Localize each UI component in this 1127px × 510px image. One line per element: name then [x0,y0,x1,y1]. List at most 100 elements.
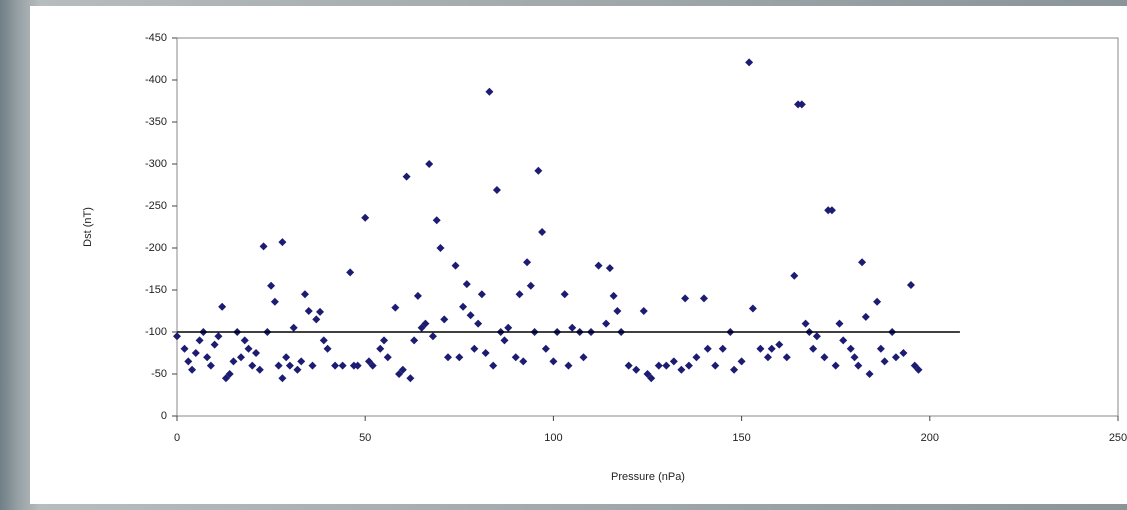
x-tick-label: 250 [1109,432,1127,444]
point [214,332,223,341]
point [748,304,757,313]
chart-panel [30,6,1127,504]
point [681,294,690,303]
plot-frame [176,37,1119,417]
y-tick-label: -100 [145,326,167,338]
point [500,336,509,345]
x-axis-label: Pressure (nPa) [611,471,685,483]
point [801,319,810,328]
point [353,361,362,370]
y-tick-label: -450 [145,32,167,44]
point [293,365,302,374]
point [323,344,332,353]
point [474,319,483,328]
point [421,319,430,328]
x-tick-label: 150 [732,432,750,444]
point [564,361,573,370]
point [839,336,848,345]
y-tick-label: -250 [145,200,167,212]
point [218,302,227,311]
point [835,319,844,328]
point [876,344,885,353]
point [541,344,550,353]
point [346,268,355,277]
point [737,357,746,366]
point [203,353,212,362]
point [278,374,287,383]
point [504,323,513,332]
point [413,291,422,300]
y-tick-label: -150 [145,284,167,296]
point [492,186,501,195]
point [523,258,532,267]
point [858,258,867,267]
point [809,344,818,353]
point [191,349,200,357]
point [846,344,855,353]
point [775,340,784,349]
point [865,370,874,378]
point [790,271,799,280]
point [568,323,577,332]
point [270,297,279,306]
point [538,228,547,237]
y-tick-label: -200 [145,242,167,254]
point [319,336,328,345]
point [560,290,569,299]
point [699,294,708,303]
point [477,290,486,299]
point [455,353,464,362]
x-tick-label: 200 [921,432,939,444]
point [282,353,291,362]
point [519,357,528,366]
point [331,361,340,370]
point [763,353,772,362]
x-tick-label: 0 [174,432,180,444]
point [398,365,407,374]
point [444,353,453,362]
point [654,361,663,370]
point [206,361,215,370]
point [718,344,727,353]
point [534,166,543,175]
point [368,361,377,370]
y-tick-label: -350 [145,116,167,128]
point [459,302,468,311]
point [914,365,923,374]
point [440,315,449,324]
point [338,361,347,370]
point [899,349,908,357]
point [692,353,701,362]
point [812,332,821,341]
point [259,242,268,251]
point [180,344,189,353]
point [647,374,656,383]
point [624,361,633,370]
point [526,281,535,290]
point [891,353,900,362]
point [861,312,870,321]
point [820,353,829,362]
point [410,336,419,345]
point [579,353,588,362]
point [184,357,193,366]
point [745,58,754,67]
point [285,361,294,370]
point [827,206,836,215]
point [402,172,411,181]
point [730,365,739,374]
point [188,365,197,374]
point [308,361,317,370]
point [782,353,791,362]
point [278,238,287,247]
point [236,353,245,362]
point [173,332,181,341]
point [300,290,309,299]
point [425,160,434,168]
point [240,336,249,345]
point [436,244,445,252]
point [767,344,776,353]
point [489,361,498,370]
point [854,361,863,370]
